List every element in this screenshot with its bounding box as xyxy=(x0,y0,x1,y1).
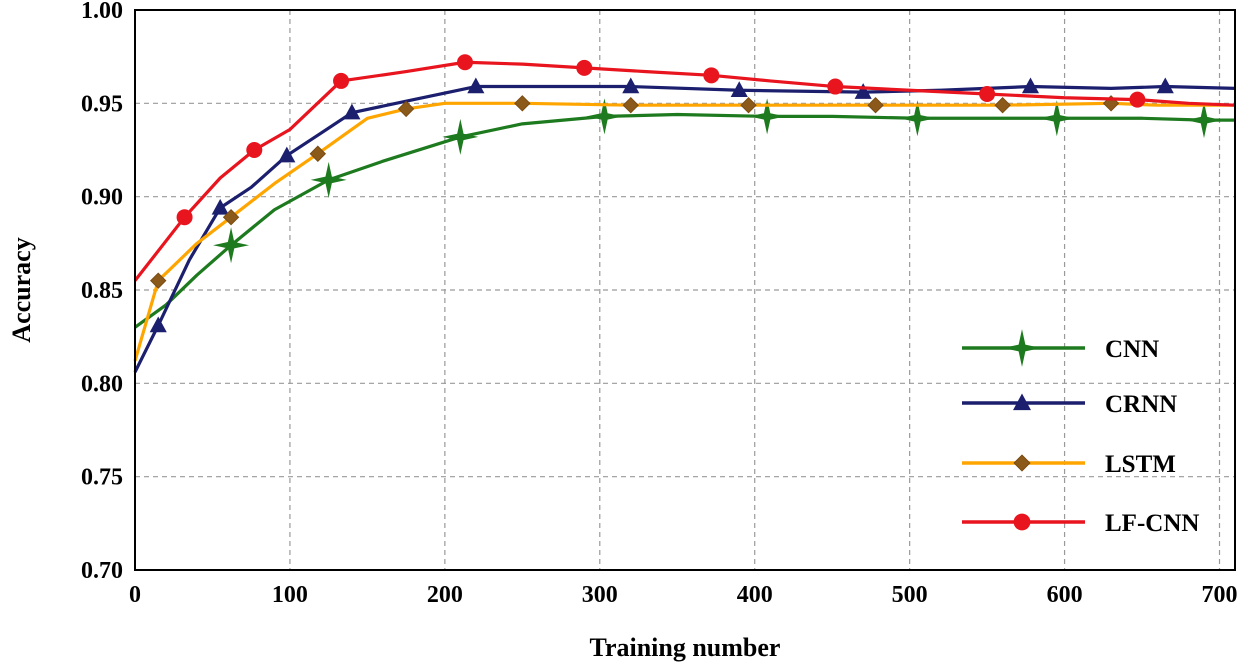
data-point xyxy=(514,95,531,112)
legend-item: CNN xyxy=(962,329,1159,367)
y-tick-label: 0.95 xyxy=(81,91,123,117)
data-point xyxy=(343,103,361,120)
legend-item: LF-CNN xyxy=(962,510,1199,537)
grid xyxy=(135,10,1235,570)
x-tick-label: 500 xyxy=(892,582,928,608)
x-tick-label: 600 xyxy=(1047,582,1083,608)
data-point xyxy=(622,96,639,114)
data-point xyxy=(576,59,593,76)
data-point xyxy=(1156,77,1174,94)
data-point xyxy=(176,209,193,226)
data-point xyxy=(222,208,240,226)
data-point xyxy=(586,98,623,135)
x-tick-label: 700 xyxy=(1202,582,1238,608)
data-point xyxy=(149,316,167,333)
data-point xyxy=(1021,77,1040,94)
legend-label: CRNN xyxy=(1105,391,1177,418)
data-point xyxy=(730,81,748,98)
x-axis-label: Training number xyxy=(590,633,781,662)
data-point xyxy=(899,100,936,137)
data-point xyxy=(740,96,757,114)
legend-marker xyxy=(1013,513,1031,531)
data-point xyxy=(246,142,263,158)
data-point xyxy=(827,78,844,95)
legend-label: LF-CNN xyxy=(1105,510,1199,537)
data-point xyxy=(1186,102,1223,139)
data-point xyxy=(211,198,229,215)
legend-label: LSTM xyxy=(1105,451,1176,478)
series-line xyxy=(133,60,1236,282)
x-tick-label: 400 xyxy=(737,582,773,608)
data-point xyxy=(1129,91,1146,108)
data-point xyxy=(622,77,640,94)
legend-marker xyxy=(1013,393,1031,411)
series-lf-cnn xyxy=(133,54,1236,282)
data-point xyxy=(397,100,415,118)
axis-ticks: 0 100 200 300 400 500 600 700 0.70 0.75 0.80 0.85 0.… xyxy=(81,0,1238,608)
x-tick-label: 0 xyxy=(129,582,141,608)
y-tick-label: 1.00 xyxy=(81,0,123,24)
y-tick-label: 0.90 xyxy=(81,185,123,211)
series-group xyxy=(133,54,1236,373)
y-axis-label: Accuracy xyxy=(7,237,36,342)
y-tick-label: 0.70 xyxy=(81,558,123,584)
data-point xyxy=(703,67,720,84)
series-line xyxy=(133,101,1235,362)
data-point xyxy=(442,118,479,155)
data-point xyxy=(150,272,167,289)
data-point xyxy=(867,96,884,114)
series-line xyxy=(133,84,1236,373)
y-tick-label: 0.75 xyxy=(81,465,123,491)
data-point xyxy=(309,145,327,162)
x-tick-label: 100 xyxy=(272,582,308,608)
series-crnn xyxy=(133,77,1236,373)
data-point xyxy=(310,161,347,198)
series-lstm xyxy=(133,95,1235,362)
legend-item: CRNN xyxy=(962,391,1177,418)
y-tick-label: 0.85 xyxy=(81,278,123,304)
data-point xyxy=(749,98,786,135)
data-point xyxy=(979,86,996,102)
legend: CNN CRNN LSTM LF-CNN xyxy=(962,329,1199,537)
x-tick-label: 300 xyxy=(582,582,618,608)
x-tick-label: 200 xyxy=(427,582,463,608)
legend-marker xyxy=(1013,454,1031,472)
series-cnn xyxy=(134,98,1235,329)
data-point xyxy=(333,72,350,89)
data-point xyxy=(854,83,872,99)
legend-marker xyxy=(1003,329,1041,367)
data-point xyxy=(1038,100,1075,137)
y-tick-label: 0.80 xyxy=(81,371,123,397)
data-point xyxy=(213,227,250,264)
legend-label: CNN xyxy=(1105,336,1159,363)
data-point xyxy=(457,54,473,71)
data-point xyxy=(994,96,1011,114)
data-point xyxy=(467,77,485,94)
legend-item: LSTM xyxy=(962,451,1176,478)
plot-frame xyxy=(134,9,1236,571)
data-point xyxy=(278,146,296,163)
